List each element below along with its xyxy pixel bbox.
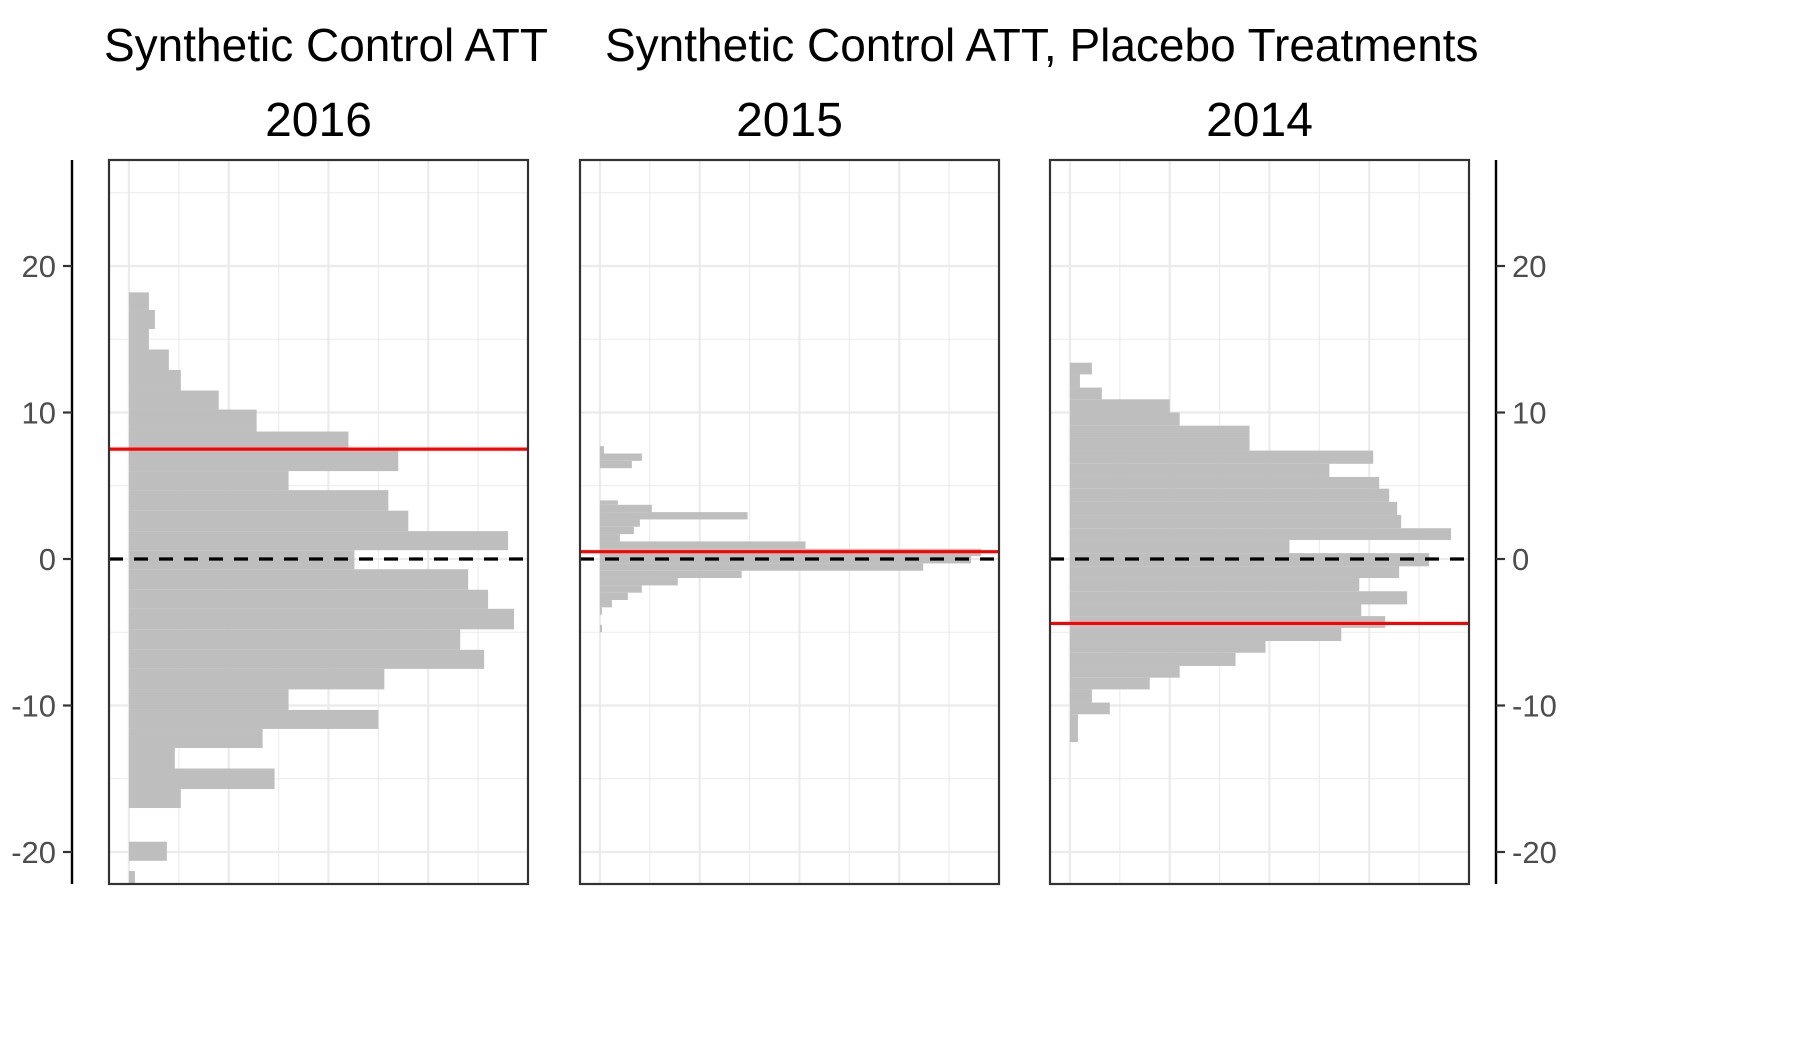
- histogram-bar: [128, 390, 219, 410]
- histogram-bar: [1069, 652, 1236, 666]
- histogram-bar: [128, 450, 399, 472]
- histogram-bar: [1069, 604, 1362, 617]
- histogram-bar: [1069, 488, 1390, 502]
- histogram-bar: [128, 841, 167, 861]
- histogram-bar: [128, 608, 515, 630]
- y-tick-label: 20: [22, 249, 56, 284]
- panel-border: [578, 158, 1001, 886]
- histogram-bar: [1069, 374, 1080, 388]
- histogram-bar: [1069, 501, 1398, 516]
- y-tick-label: -20: [11, 835, 56, 870]
- histogram-bar: [599, 534, 620, 542]
- histogram-bar: [1069, 714, 1078, 743]
- histogram-bar: [128, 629, 461, 650]
- histogram-bar: [599, 519, 640, 527]
- histogram-bar: [128, 510, 409, 532]
- histogram-bar: [599, 504, 652, 513]
- histogram-bar: [1069, 412, 1180, 426]
- histogram-bar: [128, 309, 155, 329]
- y-tick-label: 10: [22, 396, 56, 431]
- histogram-bar: [599, 607, 602, 615]
- histogram-bar: [1069, 578, 1360, 592]
- histogram-bar: [1069, 641, 1266, 653]
- histogram-bar: [1069, 689, 1092, 703]
- histogram-bar: [1069, 476, 1380, 489]
- histogram-bar: [128, 689, 289, 710]
- histogram-bar: [599, 578, 678, 586]
- histogram-bar: [128, 349, 169, 371]
- panel-label-2015: 2015: [736, 94, 843, 147]
- histogram-bar: [599, 585, 642, 593]
- histogram-bar: [1069, 399, 1170, 413]
- y-tick-label: -20: [1512, 835, 1557, 870]
- histogram-bar: [1069, 463, 1330, 477]
- histogram-bar: [1069, 627, 1342, 642]
- histogram-bar: [128, 789, 181, 809]
- histogram-bar: [599, 624, 602, 633]
- histogram-bar: [599, 570, 742, 579]
- histogram-bar: [128, 471, 289, 491]
- histogram-bar: [128, 328, 149, 350]
- histogram-bar: [1069, 362, 1092, 375]
- histogram-bar: [1069, 702, 1110, 715]
- histogram-bar: [599, 512, 748, 520]
- histogram-bar: [128, 668, 385, 690]
- histogram-bar: [599, 460, 632, 469]
- chart-title-right: Synthetic Control ATT, Placebo Treatment…: [605, 19, 1479, 71]
- chart-title-left: Synthetic Control ATT: [104, 19, 548, 71]
- histogram-bar: [1069, 665, 1180, 678]
- histogram-bar: [1069, 591, 1408, 605]
- histogram-bar: [128, 728, 263, 748]
- panel-border: [1048, 158, 1471, 886]
- histogram-bar: [1069, 553, 1430, 567]
- panel-label-2014: 2014: [1206, 94, 1313, 147]
- panel-label-2016: 2016: [265, 94, 372, 147]
- histogram-bar: [599, 563, 924, 571]
- y-tick-label: 20: [1512, 249, 1546, 284]
- histogram-bar: [1069, 677, 1150, 690]
- histogram-bar: [1069, 437, 1250, 451]
- histogram-bar: [1069, 515, 1402, 529]
- histogram-bar: [128, 747, 175, 769]
- histogram-bar: [128, 649, 485, 669]
- histogram-bar: [128, 409, 257, 432]
- histogram-bar: [599, 500, 618, 505]
- histogram-bar: [128, 292, 149, 310]
- y-tick-label: 10: [1512, 396, 1546, 431]
- panel-background: [580, 160, 999, 884]
- histogram-bar: [128, 431, 349, 451]
- histogram-bar: [128, 768, 275, 790]
- histogram-bar: [599, 446, 604, 454]
- histogram-bar: [128, 569, 469, 590]
- histogram-bar: [128, 370, 181, 391]
- histogram-bar: [1069, 425, 1250, 438]
- histogram-bar: [128, 589, 489, 609]
- histogram-bar: [1069, 539, 1290, 554]
- histogram-bar: [599, 600, 612, 608]
- histogram-bar: [1069, 387, 1102, 400]
- y-tick-label: 0: [39, 542, 56, 577]
- histogram-bar: [128, 490, 389, 511]
- histogram-bar: [599, 526, 634, 535]
- histogram-bar: [128, 709, 379, 729]
- histogram-bar: [1069, 528, 1452, 540]
- histogram-bar: [599, 453, 642, 461]
- histogram-bar: [599, 541, 806, 549]
- histogram-bar: [128, 871, 135, 884]
- y-tick-label: -10: [11, 689, 56, 724]
- histogram-bar: [599, 592, 628, 601]
- y-tick-label: 0: [1512, 542, 1529, 577]
- panel-border: [107, 158, 530, 886]
- histogram-bar: [1069, 450, 1374, 464]
- y-tick-label: -10: [1512, 689, 1557, 724]
- histogram-bar: [1069, 566, 1400, 579]
- histogram-bar: [128, 531, 509, 551]
